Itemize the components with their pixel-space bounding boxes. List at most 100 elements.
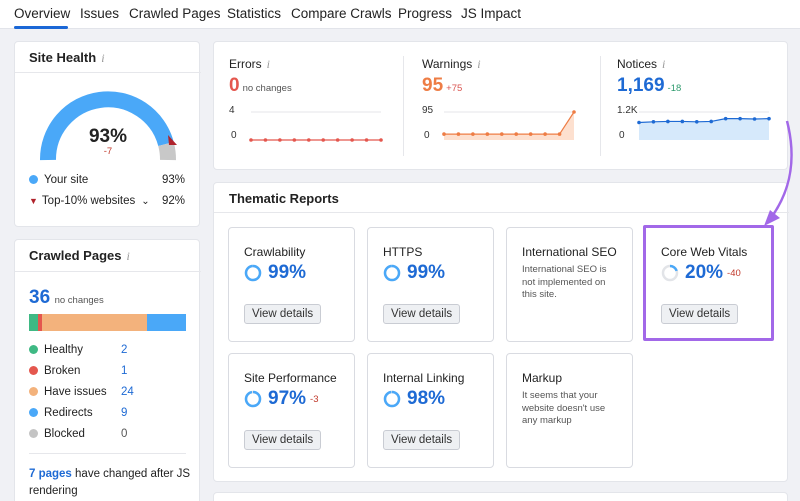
view-details-button[interactable]: View details bbox=[244, 304, 322, 324]
report-note: It seems that your website doesn't use a… bbox=[522, 390, 606, 426]
tab-compare-crawls[interactable]: Compare Crawls bbox=[291, 6, 392, 21]
sparkline-point bbox=[557, 132, 562, 136]
notices-axis-bottom: 0 bbox=[619, 130, 625, 141]
sparkline-point bbox=[572, 110, 576, 114]
sparkline-point bbox=[528, 132, 533, 136]
report-card-markup[interactable]: Markup It seems that your website doesn't… bbox=[506, 353, 633, 468]
sparkline-point bbox=[738, 116, 742, 121]
info-icon[interactable]: i bbox=[101, 51, 105, 65]
tab-statistics[interactable]: Statistics bbox=[227, 6, 282, 21]
score-ring-icon bbox=[661, 264, 679, 282]
legend-blocked[interactable]: Blocked bbox=[29, 428, 85, 440]
notices-label: Notices i bbox=[617, 57, 666, 71]
legend-value[interactable]: 9 bbox=[121, 407, 128, 419]
view-details-button[interactable]: View details bbox=[661, 304, 739, 324]
errors-sparkline bbox=[249, 111, 383, 142]
sparkline-point bbox=[263, 138, 268, 142]
legend-value[interactable]: 2 bbox=[121, 344, 128, 356]
info-icon[interactable]: i bbox=[477, 57, 481, 71]
active-tab-indicator bbox=[14, 26, 68, 29]
bar-segment-have-issues[interactable] bbox=[42, 314, 147, 331]
js-pages-link[interactable]: 7 pages bbox=[29, 468, 72, 480]
sparkline-point bbox=[350, 138, 354, 142]
score-ring-icon bbox=[244, 264, 262, 282]
report-card-https[interactable]: HTTPS 99% View details bbox=[367, 227, 494, 342]
legend-value[interactable]: 1 bbox=[121, 365, 128, 377]
sparkline-point bbox=[278, 138, 282, 142]
legend-label: Broken bbox=[44, 365, 81, 377]
score-ring-icon bbox=[244, 390, 262, 408]
sparkline-point bbox=[485, 132, 490, 136]
crawled-change: no changes bbox=[54, 295, 104, 306]
tab-overview[interactable]: Overview bbox=[14, 6, 71, 21]
errors-axis-top: 4 bbox=[229, 105, 235, 116]
report-title: Site Performance bbox=[244, 371, 337, 385]
chevron-down-icon[interactable]: ⌄ bbox=[141, 196, 150, 207]
your-site-legend: Your site bbox=[29, 174, 88, 186]
legend-redirects[interactable]: Redirects bbox=[29, 407, 93, 419]
sparkline-point bbox=[471, 132, 475, 136]
report-card-site-performance[interactable]: Site Performance 97% -3 View details bbox=[228, 353, 355, 468]
warnings-sparkline bbox=[442, 110, 576, 140]
report-title: HTTPS bbox=[383, 245, 423, 259]
tab-js-impact[interactable]: JS Impact bbox=[461, 6, 522, 21]
warnings-axis-top: 95 bbox=[422, 105, 434, 116]
legend-label: Healthy bbox=[44, 344, 83, 356]
sparkline-point bbox=[514, 132, 519, 136]
legend-have-issues[interactable]: Have issues bbox=[29, 386, 107, 398]
next-section-card bbox=[213, 492, 788, 501]
sparkline-point bbox=[292, 138, 297, 142]
legend-healthy[interactable]: Healthy bbox=[29, 344, 83, 356]
legend-value[interactable]: 0 bbox=[121, 428, 128, 440]
notices-axis-top: 1.2K bbox=[617, 105, 638, 116]
report-score: 97% -3 bbox=[244, 388, 318, 410]
triangle-down-icon: ▼ bbox=[29, 195, 38, 206]
nav-tabs: Overview Issues Crawled Pages Statistics… bbox=[0, 0, 800, 29]
bar-segment-broken[interactable] bbox=[37, 314, 43, 331]
sparkline-point bbox=[666, 119, 670, 124]
legend-dot-icon bbox=[29, 429, 38, 439]
site-health-delta: -7 bbox=[103, 146, 113, 157]
warnings-label: Warnings i bbox=[422, 57, 481, 71]
crawled-pages-bar bbox=[29, 314, 186, 331]
errors-value[interactable]: 0 no changes bbox=[229, 75, 292, 96]
sparkline-point bbox=[379, 138, 383, 142]
bar-segment-redirects[interactable] bbox=[146, 314, 186, 331]
info-icon[interactable]: i bbox=[662, 57, 666, 71]
info-icon[interactable]: i bbox=[266, 57, 271, 71]
report-title: International SEO bbox=[522, 245, 617, 259]
score-delta: -3 bbox=[310, 393, 319, 405]
report-card-international-seo[interactable]: International SEO International SEO is no… bbox=[506, 227, 633, 342]
info-icon[interactable]: i bbox=[126, 249, 130, 263]
blue-dot-icon bbox=[29, 175, 38, 185]
report-card-crawlability[interactable]: Crawlability 99% View details bbox=[228, 227, 355, 342]
crawled-count-row: 36 no changes bbox=[29, 287, 104, 309]
legend-dot-icon bbox=[29, 387, 38, 397]
report-score: 98% bbox=[383, 388, 445, 410]
report-card-internal-linking[interactable]: Internal Linking 98% View details bbox=[367, 353, 494, 468]
view-details-button[interactable]: View details bbox=[383, 304, 461, 324]
crawled-count[interactable]: 36 bbox=[29, 287, 51, 308]
sparkline-point bbox=[767, 116, 771, 121]
sparkline-point bbox=[637, 120, 641, 125]
view-details-button[interactable]: View details bbox=[383, 430, 461, 450]
sparkline-point bbox=[335, 138, 340, 142]
report-card-core-web-vitals[interactable]: Core Web Vitals 20% -40 View details bbox=[643, 225, 774, 341]
notices-value[interactable]: 1,169 -18 bbox=[617, 75, 682, 96]
warnings-value[interactable]: 95 +75 bbox=[422, 75, 463, 96]
legend-broken[interactable]: Broken bbox=[29, 365, 80, 377]
legend-value[interactable]: 24 bbox=[121, 386, 134, 398]
tab-crawled-pages[interactable]: Crawled Pages bbox=[129, 6, 221, 21]
top10-legend[interactable]: ▼ Top-10% websites ⌄ bbox=[29, 195, 150, 207]
legend-label: Have issues bbox=[44, 386, 107, 398]
bar-segment-healthy[interactable] bbox=[29, 314, 38, 331]
view-details-button[interactable]: View details bbox=[244, 430, 322, 450]
legend-dot-icon bbox=[29, 345, 38, 355]
tab-issues[interactable]: Issues bbox=[80, 6, 120, 21]
site-health-value: 93% bbox=[88, 126, 128, 147]
notices-sparkline bbox=[637, 111, 771, 140]
tab-progress[interactable]: Progress bbox=[398, 6, 453, 21]
sparkline-point bbox=[543, 132, 547, 136]
score-ring-icon bbox=[383, 390, 401, 408]
sparkline-point bbox=[723, 116, 728, 121]
